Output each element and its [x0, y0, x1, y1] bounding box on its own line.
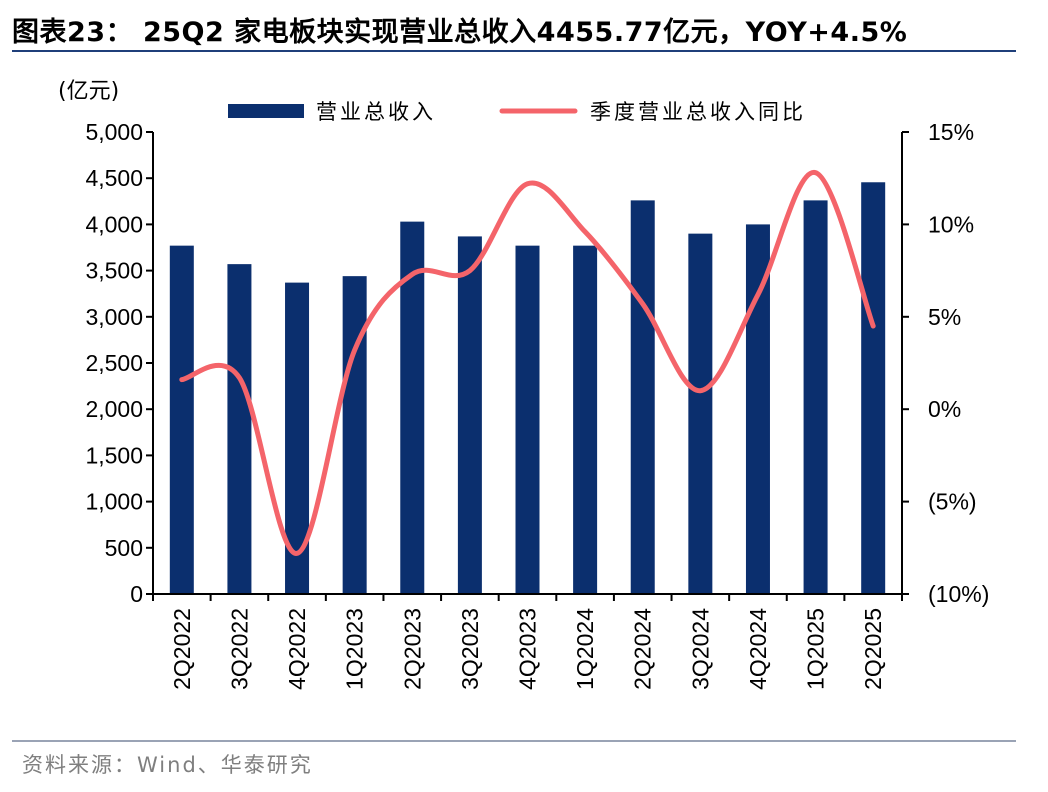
bar-1Q2025 — [803, 200, 828, 594]
x-tick-label-1Q2024: 1Q2024 — [572, 608, 598, 690]
y-left-tick-label: 4,500 — [85, 165, 143, 191]
y-left-tick-label: 500 — [105, 535, 143, 561]
bar-1Q2023 — [342, 276, 367, 594]
bar-2Q2025 — [861, 182, 886, 594]
x-tick-label-4Q2023: 4Q2023 — [515, 608, 541, 690]
x-tick-label-4Q2024: 4Q2024 — [745, 608, 771, 690]
x-tick-label-2Q2022: 2Q2022 — [169, 608, 195, 690]
y-right-tick-label: 0% — [928, 396, 961, 422]
y-left-tick-label: 4,000 — [85, 211, 143, 237]
legend-bar-swatch — [228, 104, 304, 118]
x-tick-label-3Q2023: 3Q2023 — [457, 608, 483, 690]
x-tick-label-1Q2023: 1Q2023 — [342, 608, 368, 690]
y-left-tick-label: 3,500 — [85, 258, 143, 284]
bar-2Q2024 — [630, 200, 655, 594]
bar-1Q2024 — [573, 245, 598, 595]
bar-3Q2023 — [457, 236, 482, 595]
x-tick-label-3Q2024: 3Q2024 — [687, 608, 713, 690]
y-axis-right-tick-labels: 15% 10% 5% 0% (5%) (10%) — [928, 119, 989, 607]
bar-3Q2024 — [688, 233, 713, 594]
source-divider — [12, 740, 1016, 742]
y-left-tick-label: 3,000 — [85, 304, 143, 330]
y-left-tick-label: 2,000 — [85, 396, 143, 422]
bar-4Q2023 — [515, 245, 540, 595]
line-series-yoy — [179, 170, 876, 556]
chart-title: 图表23： 25Q2 家电板块实现营业总收入4455.77亿元，YOY+4.5% — [12, 17, 908, 48]
bar-3Q2022 — [227, 264, 252, 594]
tick-marks — [146, 131, 909, 601]
x-tick-label-1Q2025: 1Q2025 — [803, 608, 829, 690]
y-left-tick-label: 2,500 — [85, 350, 143, 376]
legend-line-label: 季度营业总收入同比 — [590, 100, 806, 124]
y-right-tick-label: 10% — [928, 211, 974, 237]
x-tick-label-4Q2022: 4Q2022 — [284, 608, 310, 690]
x-axis-tick-labels: 2Q2022 3Q2022 4Q2022 1Q2023 2Q2023 3Q2023 4Q20… — [169, 608, 886, 690]
source-note: 资料来源：Wind、华泰研究 — [22, 753, 313, 777]
y-right-tick-label: 15% — [928, 119, 974, 145]
y-left-tick-label: 1,000 — [85, 489, 143, 515]
y-right-tick-label: (10%) — [928, 581, 989, 607]
x-tick-label-2Q2024: 2Q2024 — [630, 608, 656, 690]
legend-bar-label: 营业总收入 — [316, 100, 436, 124]
y-left-tick-label: 1,500 — [85, 442, 143, 468]
title-divider — [12, 50, 1016, 52]
y-right-tick-label: 5% — [928, 304, 961, 330]
x-tick-label-2Q2025: 2Q2025 — [860, 608, 886, 690]
x-tick-label-2Q2023: 2Q2023 — [399, 608, 425, 690]
y-left-tick-label: 5,000 — [85, 119, 143, 145]
y-left-tick-label: 0 — [130, 581, 143, 607]
bar-2Q2022 — [169, 245, 194, 595]
y-axis-left-tick-labels: 5,000 4,500 4,000 3,500 3,000 2,500 2,000 1,500… — [85, 119, 143, 607]
y-axis-unit-label: (亿元) — [58, 79, 119, 104]
x-tick-label-3Q2022: 3Q2022 — [226, 608, 252, 690]
legend: 营业总收入 季度营业总收入同比 — [228, 100, 806, 124]
y-right-tick-label: (5%) — [928, 489, 977, 515]
bar-2Q2023 — [400, 221, 425, 595]
bar-4Q2024 — [745, 224, 770, 594]
